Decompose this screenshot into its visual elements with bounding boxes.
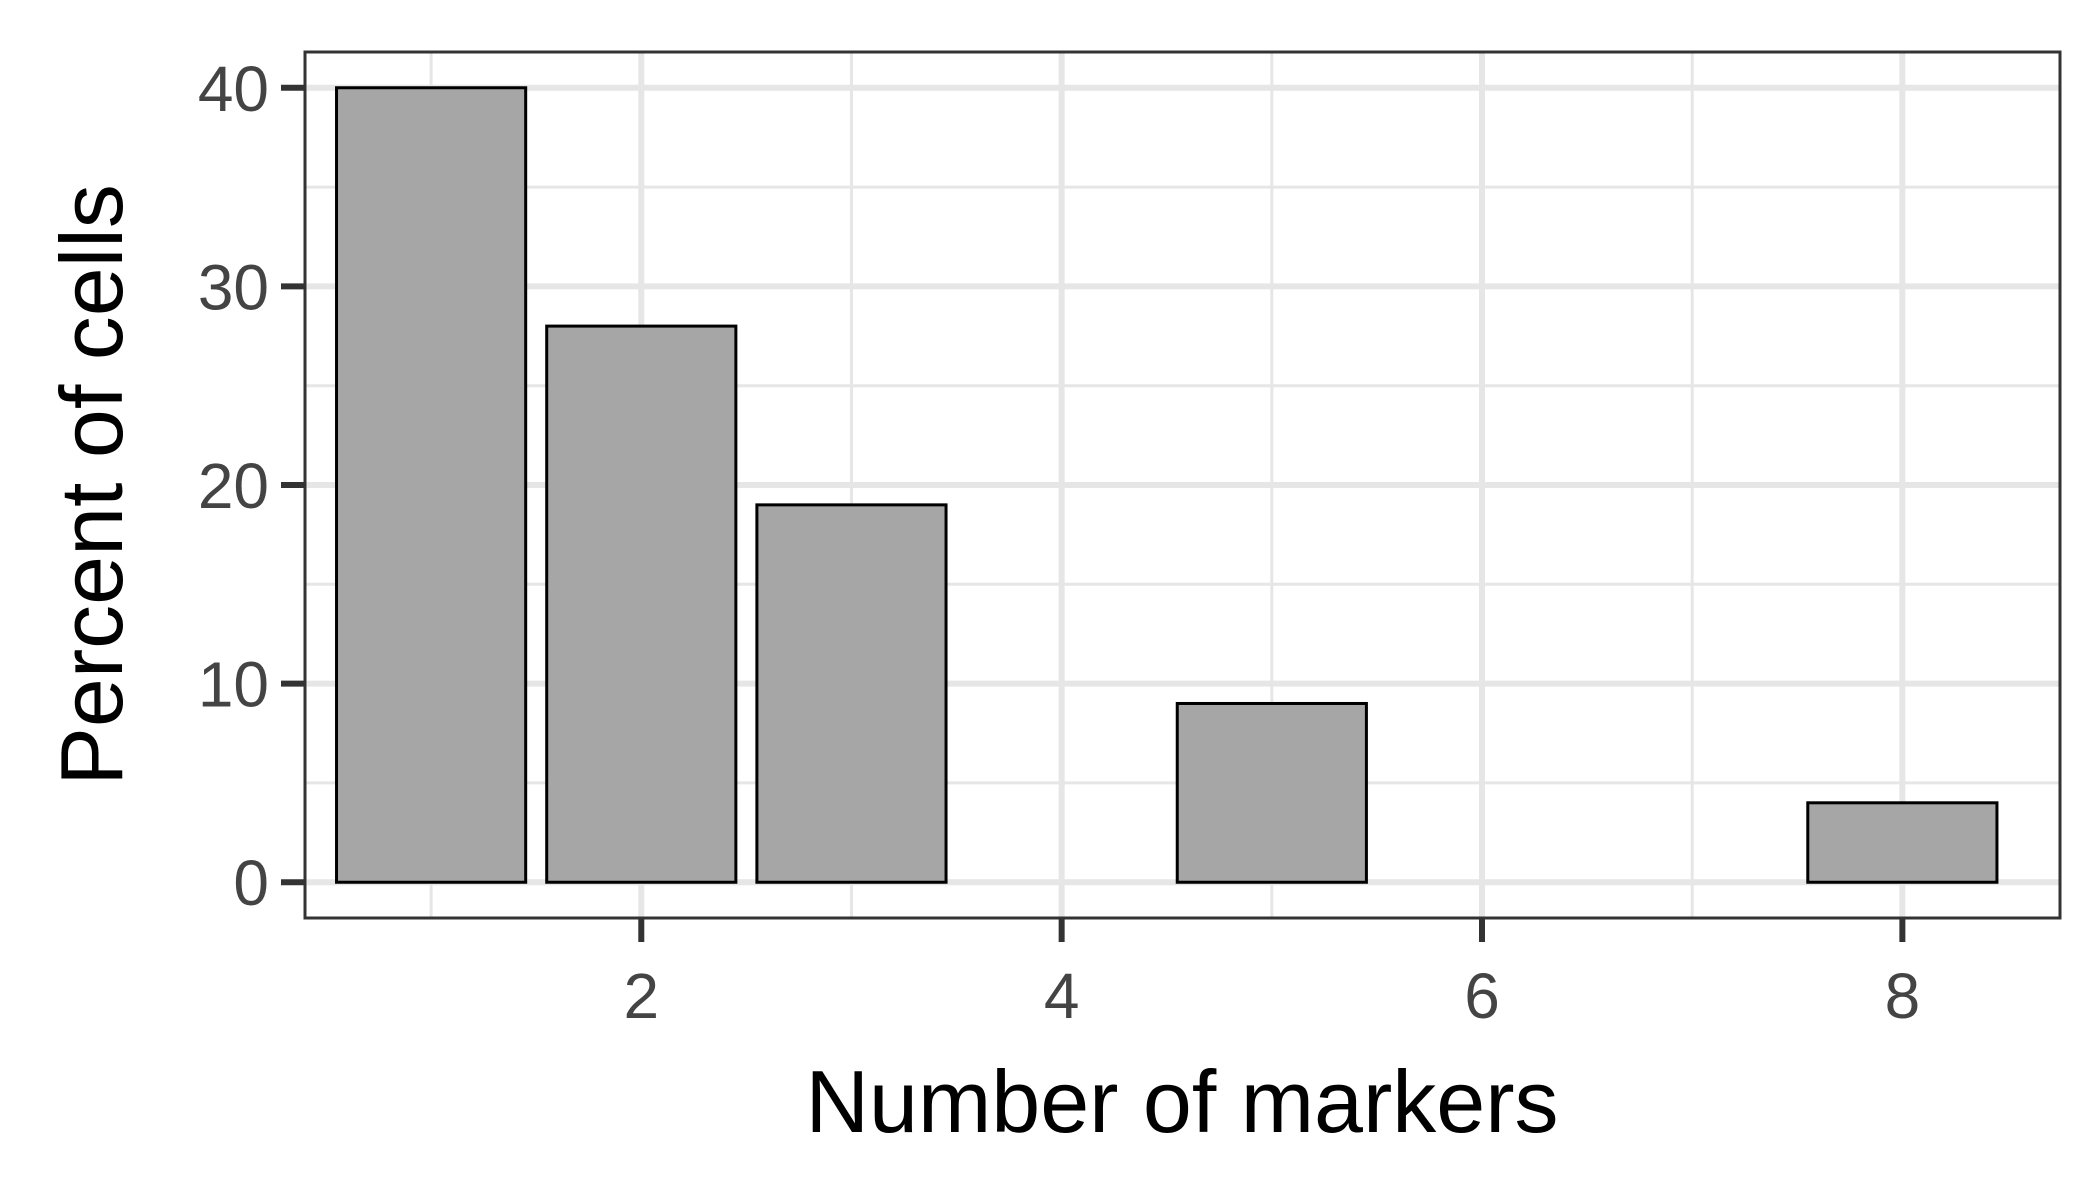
bar-markers-1	[335, 86, 528, 884]
x-tick-label: 8	[1885, 960, 1921, 1032]
axes: 0 10 20 30 40 2 4 6 8	[198, 53, 1920, 1032]
bar-markers-3	[755, 503, 948, 884]
y-axis-title: Percent of cells	[42, 184, 141, 786]
x-tick-label: 6	[1464, 960, 1500, 1032]
x-tick-label: 2	[623, 960, 659, 1032]
y-tick-label: 20	[198, 450, 269, 522]
y-tick-label: 40	[198, 53, 269, 125]
bar-markers-8	[1806, 801, 1999, 884]
bars	[335, 86, 1999, 884]
x-axis-title: Number of markers	[805, 1052, 1558, 1151]
x-tick-label: 4	[1044, 960, 1080, 1032]
bar-markers-2	[545, 324, 738, 884]
bar-markers-5	[1175, 701, 1368, 884]
y-tick-label: 0	[233, 847, 269, 919]
y-tick-label: 10	[198, 649, 269, 721]
y-tick-label: 30	[198, 251, 269, 323]
